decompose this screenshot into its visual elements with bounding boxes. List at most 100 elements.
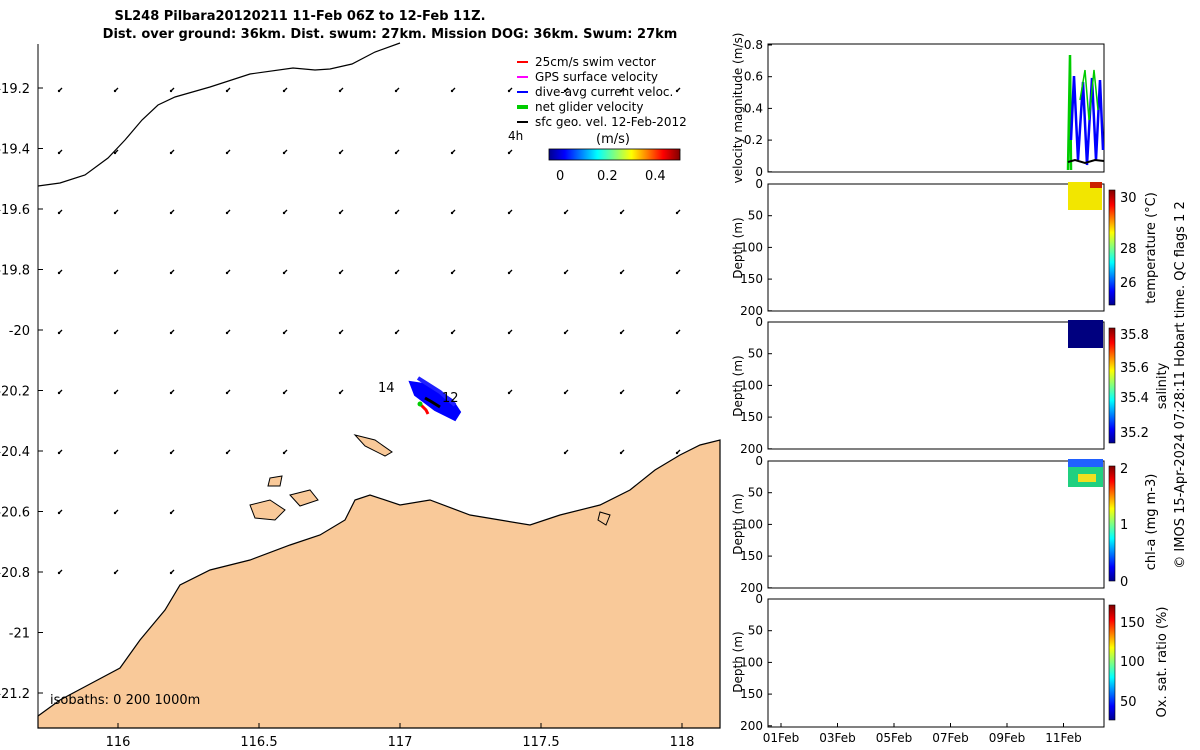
colorbar-tick-0: 0 <box>556 169 564 184</box>
salinity-panel <box>767 321 1105 450</box>
temperature-y-tick: 50 <box>748 209 763 223</box>
temperature-y-tick: 200 <box>740 304 763 318</box>
time-x-tick: 03Feb <box>819 731 856 745</box>
oxygen-panel <box>767 598 1105 728</box>
map-x-tick-label: 117.5 <box>522 735 559 750</box>
map-y-tick-label: -19.6 <box>0 203 30 218</box>
chla-cbar-tick: 2 <box>1120 462 1128 477</box>
map-y-tick-label: -21.2 <box>0 687 30 702</box>
salinity-ylabel: Depth (m) <box>731 355 745 416</box>
chla-cbar-tick: 1 <box>1120 518 1128 533</box>
legend-label: GPS surface velocity <box>535 70 658 84</box>
temperature-colorbar <box>1108 189 1116 306</box>
track-label-end: 12 <box>442 391 459 406</box>
salinity-y-tick: 0 <box>755 315 763 329</box>
colorbar-tick-1: 0.2 <box>597 169 618 184</box>
temperature-cbar-tick: 28 <box>1120 242 1137 257</box>
isobath-line <box>37 42 401 187</box>
chla-y-tick: 100 <box>740 517 763 531</box>
interval-label: 4h <box>508 129 523 143</box>
velocity-y-tick: 0.4 <box>744 101 763 115</box>
map-x-ticks: 116 116.5 117 117.5 118 <box>106 723 695 750</box>
map-y-tick-label: -21 <box>9 627 30 642</box>
salinity-cbar-tick: 35.4 <box>1120 391 1149 406</box>
velocity-panel <box>767 43 1105 173</box>
oxygen-ylabel: Depth (m) <box>731 631 745 692</box>
time-axis-ticks: 01Feb 03Feb 05Feb 07Feb 09Feb 11Feb <box>763 723 1082 745</box>
temperature-y-tick: 0 <box>755 177 763 191</box>
legend-label: net glider velocity <box>535 100 643 114</box>
map-y-tick-label: -20.6 <box>0 506 30 521</box>
velocity-y-tick: 0.8 <box>744 38 763 52</box>
island <box>597 511 611 526</box>
salinity-y-tick: 150 <box>740 410 763 424</box>
land-mass <box>37 439 721 729</box>
chla-ylabel: Depth (m) <box>731 493 745 554</box>
time-x-tick: 07Feb <box>932 731 969 745</box>
chla-y-tick: 200 <box>740 581 763 595</box>
chla-y-tick: 50 <box>748 486 763 500</box>
time-x-tick: 09Feb <box>989 731 1026 745</box>
map-y-tick-label: -19.2 <box>0 82 30 97</box>
map-y-tick-label: -20.2 <box>0 385 30 400</box>
salinity-cbar-tick: 35.8 <box>1120 328 1149 343</box>
oxygen-y-tick: 0 <box>755 592 763 606</box>
map-y-tick-label: -20.4 <box>0 445 30 460</box>
oxygen-cbar-label: Ox. sat. ratio (%) <box>1155 607 1170 718</box>
plot-title-line1: SL248 Pilbara20120211 11-Feb 06Z to 12-F… <box>114 9 486 24</box>
speed-colorbar <box>548 148 681 161</box>
time-series-panels[interactable]: velocity magnitude (m/s) temperature (°C… <box>731 33 1170 745</box>
oxygen-y-tick: 50 <box>748 624 763 638</box>
salinity-y-tick: 200 <box>740 442 763 456</box>
velocity-y-tick: 0.2 <box>744 133 763 147</box>
chla-y-tick: 150 <box>740 549 763 563</box>
map-x-tick-label: 117 <box>388 735 413 750</box>
colorbar-tick-2: 0.4 <box>645 169 666 184</box>
velocity-y-tick: 0.6 <box>744 70 763 84</box>
temperature-cbar-tick: 26 <box>1120 276 1137 291</box>
time-x-tick: 05Feb <box>876 731 913 745</box>
oxygen-y-tick: 100 <box>740 655 763 669</box>
temperature-panel <box>767 183 1105 312</box>
map-y-ticks: -19.2 -19.4 -19.6 -19.8 -20 -20.2 -20.4 -20.6 -2… <box>0 82 43 702</box>
temperature-cbar-label: temperature (°C) <box>1144 192 1159 304</box>
map-y-tick-label: -19.4 <box>0 143 30 158</box>
plot-title-line2: Dist. over ground: 36km. Dist. swum: 27k… <box>102 27 678 42</box>
surface-velocity-vectors <box>57 87 681 575</box>
map-x-tick-label: 118 <box>670 735 695 750</box>
time-x-tick: 11Feb <box>1045 731 1082 745</box>
island <box>289 489 319 507</box>
map-panel[interactable]: -19.2 -19.4 -19.6 -19.8 -20 -20.2 -20.4 -20.6 -2… <box>0 42 721 750</box>
salinity-cbar-label: salinity <box>1155 362 1170 409</box>
temperature-y-tick: 150 <box>740 272 763 286</box>
map-y-tick-label: -19.8 <box>0 264 30 279</box>
salinity-colorbar <box>1108 327 1116 444</box>
salinity-profile-data <box>1068 320 1103 348</box>
oxygen-cbar-tick: 100 <box>1120 655 1145 670</box>
temperature-y-tick: 100 <box>740 240 763 254</box>
velocity-traces <box>1066 54 1105 171</box>
chla-y-tick: 0 <box>755 454 763 468</box>
chla-colorbar <box>1108 465 1116 582</box>
velocity-ylabel: velocity magnitude (m/s) <box>731 33 745 184</box>
temperature-cbar-tick: 30 <box>1120 191 1137 206</box>
salinity-y-tick: 100 <box>740 378 763 392</box>
oxygen-cbar-tick: 50 <box>1120 695 1137 710</box>
oxygen-cbar-tick: 150 <box>1120 616 1145 631</box>
credit-text: © IMOS 15-Apr-2024 07:28:11 Hobart time.… <box>1173 201 1188 568</box>
map-x-tick-label: 116 <box>106 735 131 750</box>
legend-label: dive-avg current veloc. <box>535 85 673 99</box>
chla-cbar-label: chl-a (mg m-3) <box>1144 474 1159 571</box>
map-y-tick-label: -20.8 <box>0 566 30 581</box>
chla-cbar-tick: 0 <box>1120 575 1128 590</box>
panel-axis-ticks: 0.80.60.40.20050100150200302826050100150… <box>740 38 1149 733</box>
map-x-tick-label: 116.5 <box>240 735 277 750</box>
island <box>249 499 286 521</box>
island <box>267 475 283 487</box>
legend-label: 25cm/s swim vector <box>535 55 656 69</box>
oxygen-colorbar <box>1108 604 1116 721</box>
time-x-tick: 01Feb <box>763 731 800 745</box>
temperature-ylabel: Depth (m) <box>731 217 745 278</box>
oxygen-y-tick: 150 <box>740 687 763 701</box>
